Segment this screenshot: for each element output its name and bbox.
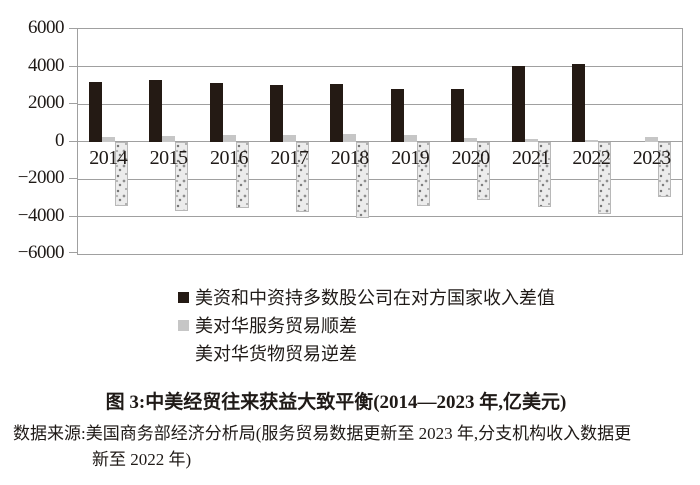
y-axis-tick [69,140,77,142]
chart-legend: 美资和中资持多数股公司在对方国家收入差值 美对华服务贸易顺差 美对华货物贸易逆差 [178,283,555,367]
bar-services-surplus-2015 [162,136,176,142]
x-axis-label: 2016 [210,147,249,169]
bar-services-surplus-2020 [464,137,478,142]
bar-goods-deficit-2021 [537,141,551,208]
y-axis-tick [69,103,77,104]
legend-item-services-surplus: 美对华服务贸易顺差 [178,311,555,339]
legend-item-goods-deficit: 美对华货物贸易逆差 [178,339,555,367]
bar-services-surplus-2017 [282,134,296,142]
bar-income-gap-2021 [511,65,525,142]
data-source: 数据来源:美国商务部经济分析局(服务贸易数据更新至 2023 年,分支机构收入数… [13,421,698,473]
bar-income-gap-2017 [269,85,283,142]
bar-income-gap-2018 [330,83,344,142]
bar-income-gap-2015 [149,79,163,142]
bar-goods-deficit-2018 [356,141,370,219]
legend-item-income-gap: 美资和中资持多数股公司在对方国家收入差值 [178,283,555,311]
y-axis-label: −6000 [17,242,65,263]
bar-services-surplus-2022 [584,140,598,142]
bar-goods-deficit-2019 [416,141,430,207]
x-axis-label: 2020 [451,147,491,169]
bar-income-gap-2022 [571,63,585,142]
gridline [78,103,682,105]
bar-goods-deficit-2023 [658,141,672,197]
y-axis-tick [69,28,77,29]
bar-income-gap-2016 [209,83,223,142]
y-axis-label: 2000 [28,92,65,113]
bar-chart: 6000 4000 2000 0 −2000 −4000 −6000 2014 2015 201… [0,0,683,290]
bar-goods-deficit-2017 [295,141,309,212]
legend-swatch-icon [178,291,189,303]
x-axis-label: 2018 [330,147,370,169]
bar-services-surplus-2019 [403,134,417,142]
bar-goods-deficit-2014 [114,141,128,207]
y-axis-label: −2000 [17,167,65,188]
bar-services-surplus-2014 [101,136,115,142]
plot-area: 2014 2015 2016 2017 2018 2019 2020 2021 2022 2023 [77,28,683,255]
y-axis-tick [69,252,77,253]
gridline [78,178,682,180]
legend-swatch-icon [178,349,187,358]
y-axis: 6000 4000 2000 0 −2000 −4000 −6000 [0,0,65,290]
y-axis-tick [69,178,77,179]
bar-income-gap-2020 [451,88,465,142]
bar-services-surplus-2023 [645,137,659,142]
bar-income-gap-2014 [88,81,102,142]
y-axis-label: 4000 [28,54,65,76]
gridline [78,66,682,67]
y-axis-label: 0 [55,129,65,151]
bar-goods-deficit-2020 [477,141,491,200]
legend-label: 美对华服务贸易顺差 [195,316,357,336]
y-axis-tick [69,65,77,67]
bar-goods-deficit-2022 [597,141,611,214]
legend-label: 美资和中资持多数股公司在对方国家收入差值 [195,288,555,308]
bar-services-surplus-2018 [343,134,357,142]
legend-label: 美对华货物贸易逆差 [195,344,357,364]
x-axis-label: 2019 [391,147,430,169]
bar-goods-deficit-2016 [235,141,249,209]
x-axis-label: 2022 [572,147,611,169]
gridline [78,141,682,142]
bar-goods-deficit-2015 [175,141,189,211]
gridline [78,216,682,217]
data-source-line1: 数据来源:美国商务部经济分析局(服务贸易数据更新至 2023 年,分支机构收入数… [13,424,632,443]
y-axis-tick [69,215,77,217]
figure-title: 图 3:中美经贸往来获益大致平衡(2014—2023 年,亿美元) [105,392,567,413]
bar-services-surplus-2021 [524,139,538,142]
y-axis-label: −4000 [17,204,65,226]
x-axis-label: 2014 [89,147,128,169]
x-axis-label: 2023 [632,147,672,169]
y-axis-label: 6000 [28,17,65,38]
bar-income-gap-2019 [390,89,404,142]
legend-swatch-icon [178,319,189,331]
x-axis-label: 2017 [270,147,309,169]
bar-services-surplus-2016 [222,135,236,142]
x-axis-label: 2015 [149,147,189,169]
x-axis-label: 2021 [512,147,551,169]
data-source-line2: 新至 2022 年) [92,450,192,469]
